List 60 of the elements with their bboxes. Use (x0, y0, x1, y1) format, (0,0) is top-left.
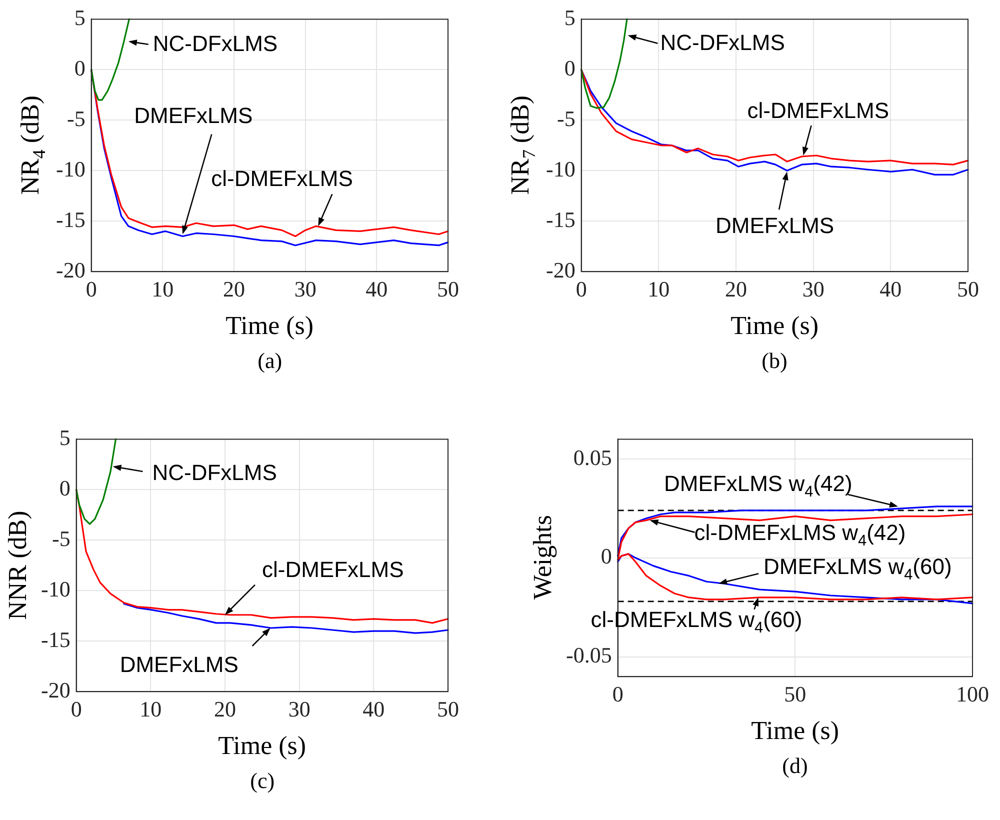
y-tick-label: -15 (546, 206, 576, 232)
x-tick-label: 20 (214, 696, 236, 722)
y-tick-label: 5 (74, 4, 86, 30)
y-tick-label: -5 (557, 106, 576, 131)
x-tick-label: 100 (956, 682, 989, 707)
x-tick-label: 30 (802, 276, 824, 302)
x-tick-label: 10 (140, 696, 162, 722)
y-tick-label: 5 (564, 4, 576, 30)
annotation: DMEFxLMS (120, 652, 238, 678)
annotation: cl-DMEFxLMS (211, 166, 353, 192)
y-tick-label: -0.05 (566, 642, 612, 668)
text: (b) (762, 348, 788, 374)
y-tick-label: -10 (56, 156, 86, 182)
annotation: NC-DFxLMS (660, 30, 785, 56)
text: (c) (250, 768, 275, 794)
x-tick-label: 20 (222, 276, 245, 302)
x-tick-label: 10 (152, 276, 174, 302)
annotation: DMEFxLMS (716, 212, 834, 238)
annotation: DMEFxLMS w$_{4}$(42) (664, 470, 852, 502)
y-tick-label: 0 (564, 55, 576, 80)
y-tick-label: -15 (56, 206, 86, 232)
x-tick-label: 50 (437, 696, 459, 722)
y-tick-label: -20 (546, 257, 576, 282)
y-tick-label: 0 (74, 55, 86, 80)
y-tick-label: -15 (41, 626, 70, 652)
x-tick-label: 40 (880, 276, 902, 302)
y-tick-label: 5 (59, 424, 70, 450)
annotation: NC-DFxLMS (152, 460, 277, 486)
y-tick-label: 0.05 (573, 444, 612, 470)
x-axis-title: Time (s) (751, 716, 840, 746)
y-tick-label: -20 (56, 257, 86, 282)
x-axis-title: Time (s) (218, 731, 306, 761)
text: (a) (258, 348, 282, 374)
x-tick-label: 30 (294, 276, 316, 302)
x-axis-title: Time (s) (730, 311, 819, 341)
text: (d) (782, 753, 808, 778)
x-tick-label: 40 (362, 696, 385, 722)
annotation: cl-DMEFxLMS w$_{4}$(42) (694, 520, 906, 550)
x-tick-label: 10 (648, 276, 670, 302)
annotation: NC-DFxLMS (152, 31, 278, 57)
annotation: cl-DMEFxLMS (747, 98, 890, 124)
y-tick-label: -10 (41, 576, 70, 602)
annotation: cl-DMEFxLMS (262, 556, 404, 582)
y-axis-title: NNR (dB) (3, 510, 33, 620)
annotation: DMEFxLMS w$_{4}$(60) (764, 554, 952, 584)
y-axis-title: Weights (528, 515, 558, 600)
y-tick-label: -20 (41, 677, 70, 702)
x-tick-label: 30 (288, 696, 310, 722)
x-tick-label: 40 (366, 276, 388, 302)
x-tick-label: 50 (437, 276, 459, 302)
x-tick-label: 50 (784, 682, 806, 707)
y-tick-label: -5 (52, 526, 70, 551)
y-tick-label: -5 (67, 106, 86, 131)
x-tick-label: 20 (724, 276, 747, 302)
x-tick-label: 50 (957, 276, 979, 302)
annotation: DMEFxLMS (134, 103, 253, 128)
y-tick-label: -10 (546, 156, 576, 182)
y-tick-label: 0 (600, 544, 612, 569)
x-axis-title: Time (s) (226, 311, 314, 341)
y-tick-label: 0 (59, 475, 70, 500)
